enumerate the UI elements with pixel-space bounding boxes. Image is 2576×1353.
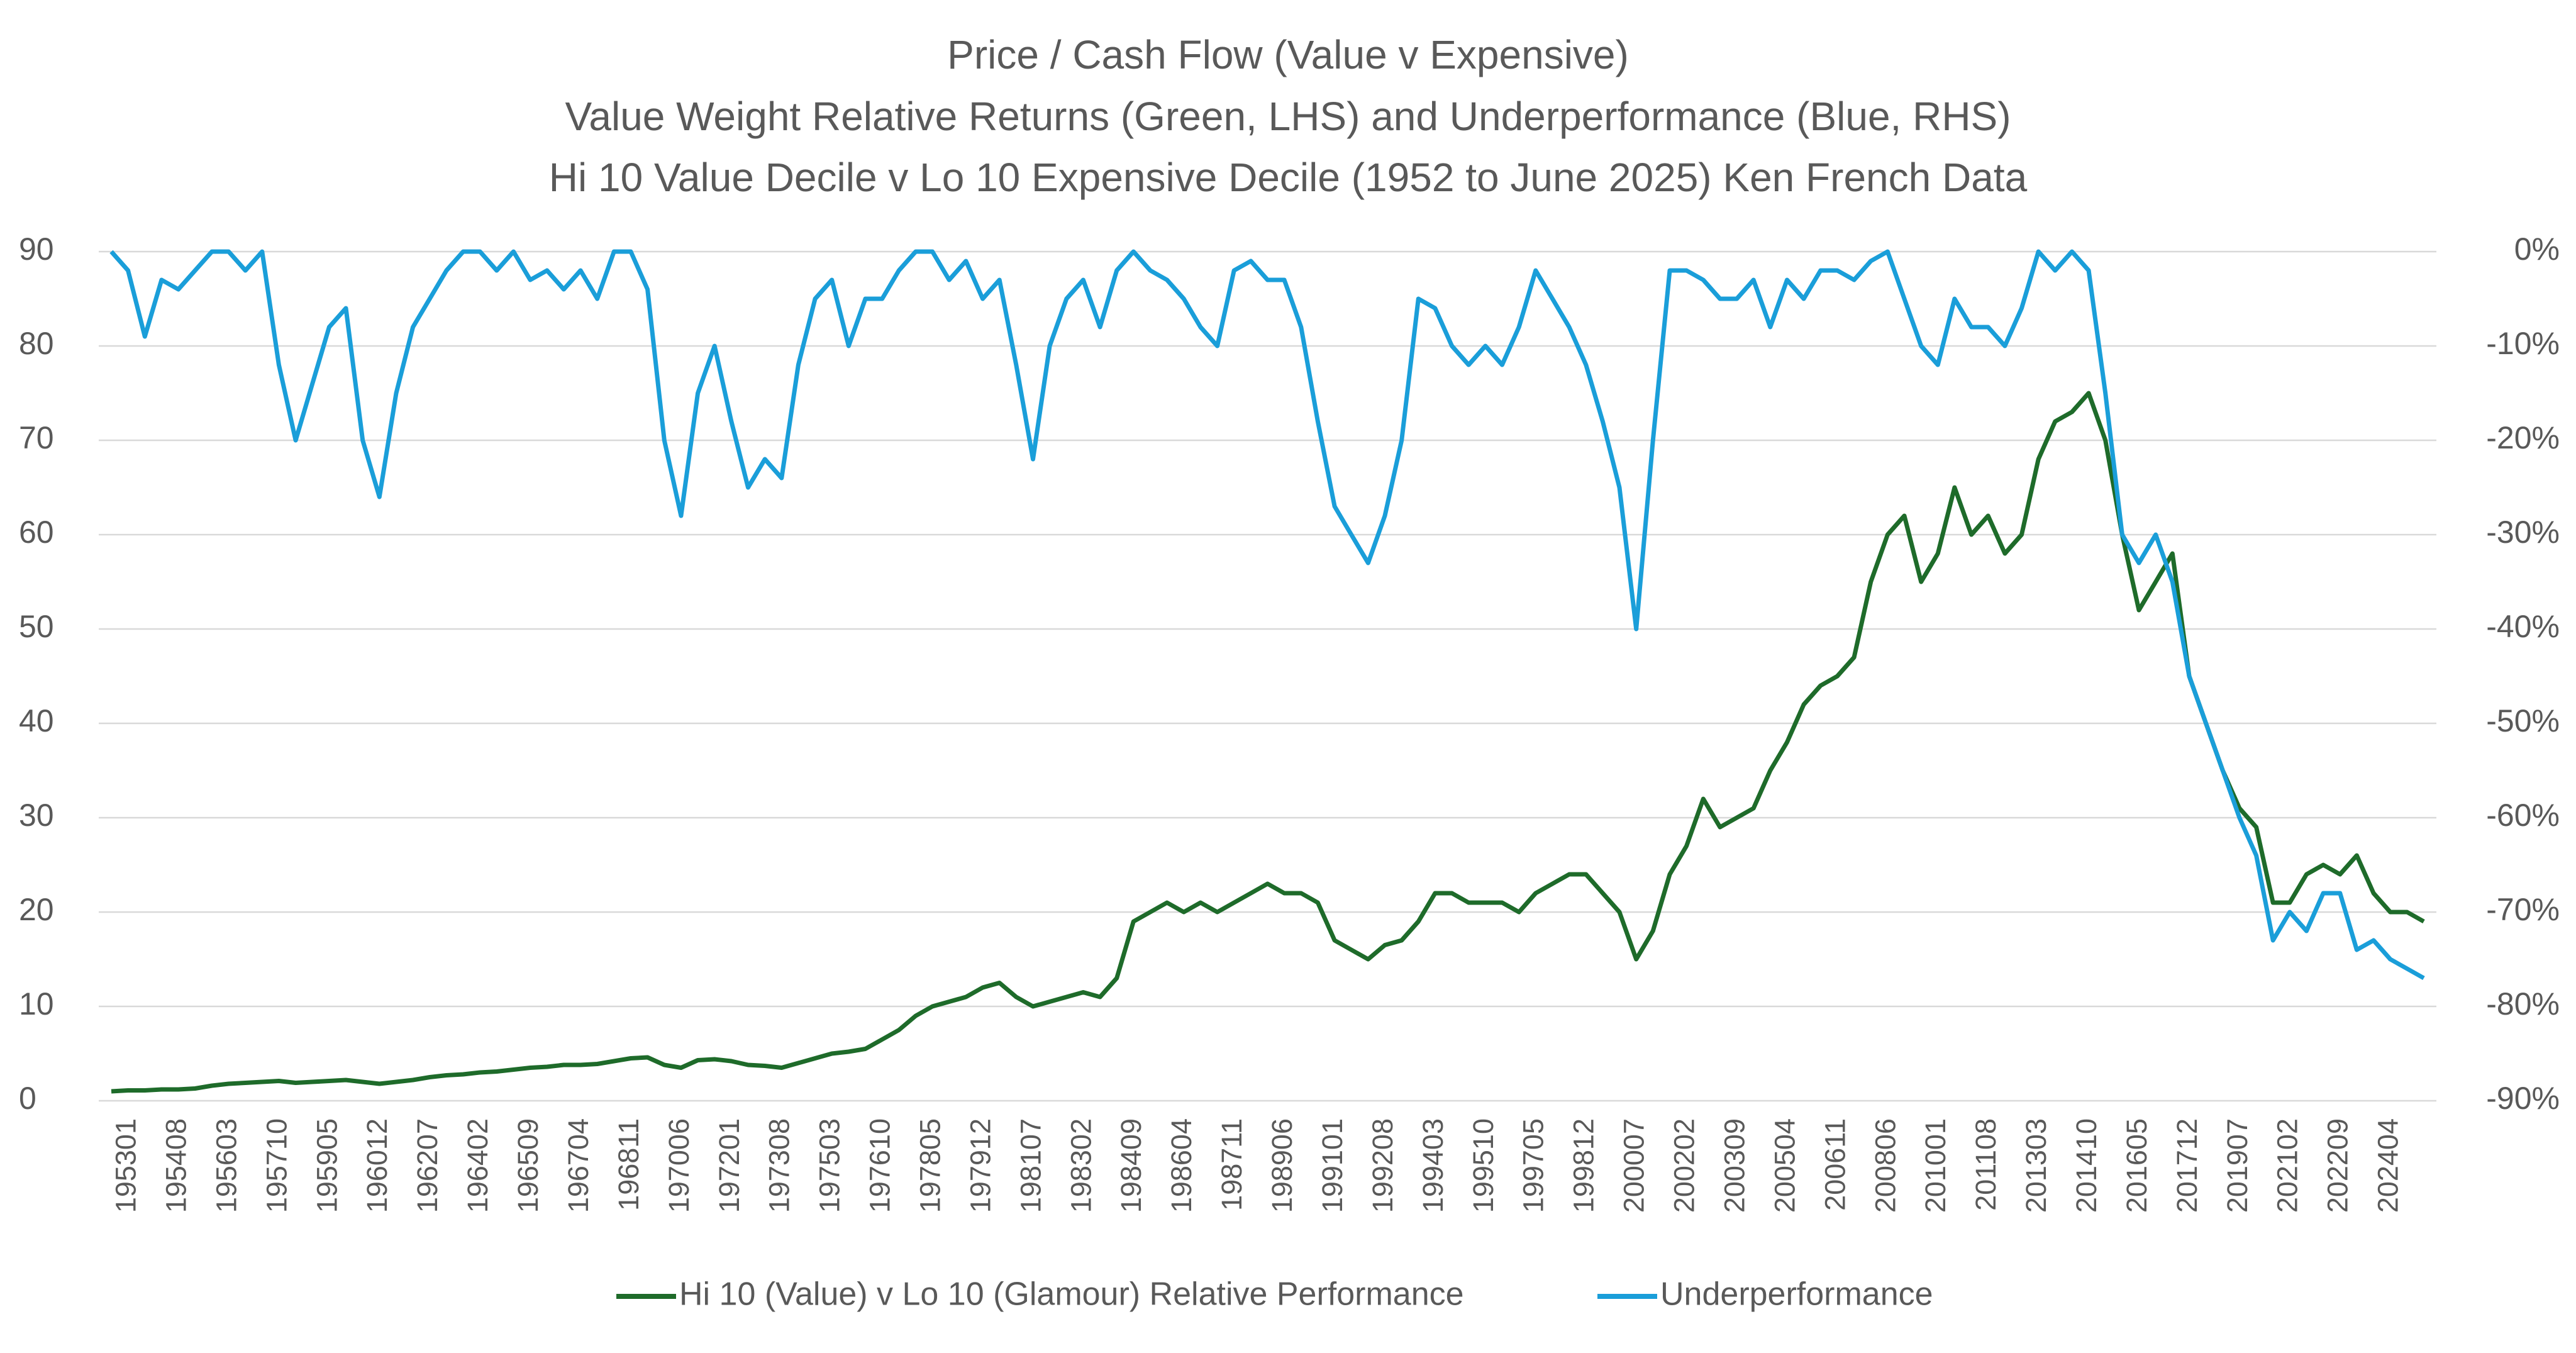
x-tick-label: 201108 (1970, 1118, 2002, 1211)
y-tick-label: 0 (19, 1081, 36, 1116)
chart-subtitle: Hi 10 Value Decile v Lo 10 Expensive Dec… (549, 155, 2028, 200)
x-tick-label: 198409 (1115, 1118, 1147, 1213)
x-tick-label: 195710 (260, 1118, 292, 1213)
x-tick-label: 195301 (110, 1118, 142, 1213)
x-tick-label: 199101 (1316, 1118, 1348, 1213)
x-tick-label: 197201 (713, 1118, 745, 1213)
y-tick-label: 90 (19, 231, 54, 267)
x-tick-label: 200806 (1869, 1118, 1901, 1213)
y-tick-label: 20 (19, 892, 54, 927)
x-tick-label: 197912 (964, 1118, 996, 1213)
x-tick-label: 202404 (2372, 1118, 2404, 1213)
x-tick-label: 197006 (663, 1118, 695, 1213)
x-tick-label: 201907 (2221, 1118, 2253, 1213)
x-tick-label: 196402 (462, 1118, 494, 1213)
y2-tick-label: -30% (2486, 515, 2560, 550)
y-tick-label: 80 (19, 326, 54, 361)
x-tick-label: 196811 (613, 1118, 645, 1211)
x-tick-label: 198604 (1165, 1118, 1197, 1213)
x-tick-label: 195408 (160, 1118, 192, 1213)
x-tick-label: 200007 (1618, 1118, 1650, 1213)
y2-tick-label: -70% (2486, 892, 2560, 927)
y2-tick-label: -90% (2486, 1081, 2560, 1116)
x-tick-label: 201001 (1919, 1118, 1951, 1213)
x-tick-label: 199510 (1467, 1118, 1499, 1213)
y2-tick-label: 0% (2514, 231, 2560, 267)
legend-label: Hi 10 (Value) v Lo 10 (Glamour) Relative… (679, 1276, 1464, 1313)
data-line (111, 391, 2425, 1094)
y-tick-label: 60 (19, 515, 54, 550)
x-tick-label: 197610 (864, 1118, 896, 1213)
x-tick-label: 197805 (914, 1118, 946, 1213)
x-tick-label: 199403 (1417, 1118, 1449, 1213)
chart-subtitle: Value Weight Relative Returns (Green, LH… (565, 94, 2011, 139)
y-tick-label: 40 (19, 703, 54, 738)
x-tick-label: 200611 (1819, 1118, 1851, 1211)
x-tick-label: 196509 (512, 1118, 544, 1213)
data-line (109, 249, 2425, 981)
y2-tick-label: -80% (2486, 986, 2560, 1022)
x-tick-label: 198302 (1065, 1118, 1097, 1213)
x-tick-label: 200309 (1718, 1118, 1750, 1213)
legend-label: Underperformance (1660, 1276, 1933, 1313)
y-tick-label: 70 (19, 420, 54, 455)
x-tick-label: 202209 (2322, 1118, 2354, 1213)
x-tick-label: 201303 (2020, 1118, 2052, 1213)
y2-tick-label: -20% (2486, 420, 2560, 455)
x-tick-label: 200504 (1768, 1118, 1801, 1213)
chart-title: Price / Cash Flow (Value v Expensive) (947, 32, 1629, 77)
y2-tick-label: -60% (2486, 798, 2560, 833)
x-tick-label: 197308 (763, 1118, 796, 1213)
x-tick-label: 196207 (411, 1118, 443, 1213)
x-tick-label: 201410 (2070, 1118, 2102, 1213)
x-tick-label: 196704 (562, 1118, 594, 1213)
x-tick-label: 199705 (1518, 1118, 1550, 1213)
x-tick-label: 198711 (1216, 1118, 1248, 1211)
y2-tick-label: -40% (2486, 609, 2560, 644)
y-tick-label: 50 (19, 609, 54, 644)
x-tick-label: 199208 (1367, 1118, 1399, 1213)
x-tick-label: 195603 (210, 1118, 242, 1213)
x-tick-label: 199812 (1568, 1118, 1600, 1213)
x-tick-label: 200202 (1668, 1118, 1701, 1213)
x-tick-label: 195905 (311, 1118, 343, 1213)
y-tick-label: 30 (19, 798, 54, 833)
y2-tick-label: -10% (2486, 326, 2560, 361)
x-tick-label: 202102 (2272, 1118, 2304, 1213)
x-tick-label: 198906 (1266, 1118, 1298, 1213)
x-tick-label: 198107 (1014, 1118, 1046, 1213)
y2-tick-label: -50% (2486, 703, 2560, 738)
y-tick-label: 10 (19, 986, 54, 1022)
x-tick-label: 196012 (361, 1118, 393, 1213)
x-tick-label: 197503 (814, 1118, 846, 1213)
x-tick-label: 201605 (2121, 1118, 2153, 1213)
x-tick-label: 201712 (2171, 1118, 2203, 1213)
